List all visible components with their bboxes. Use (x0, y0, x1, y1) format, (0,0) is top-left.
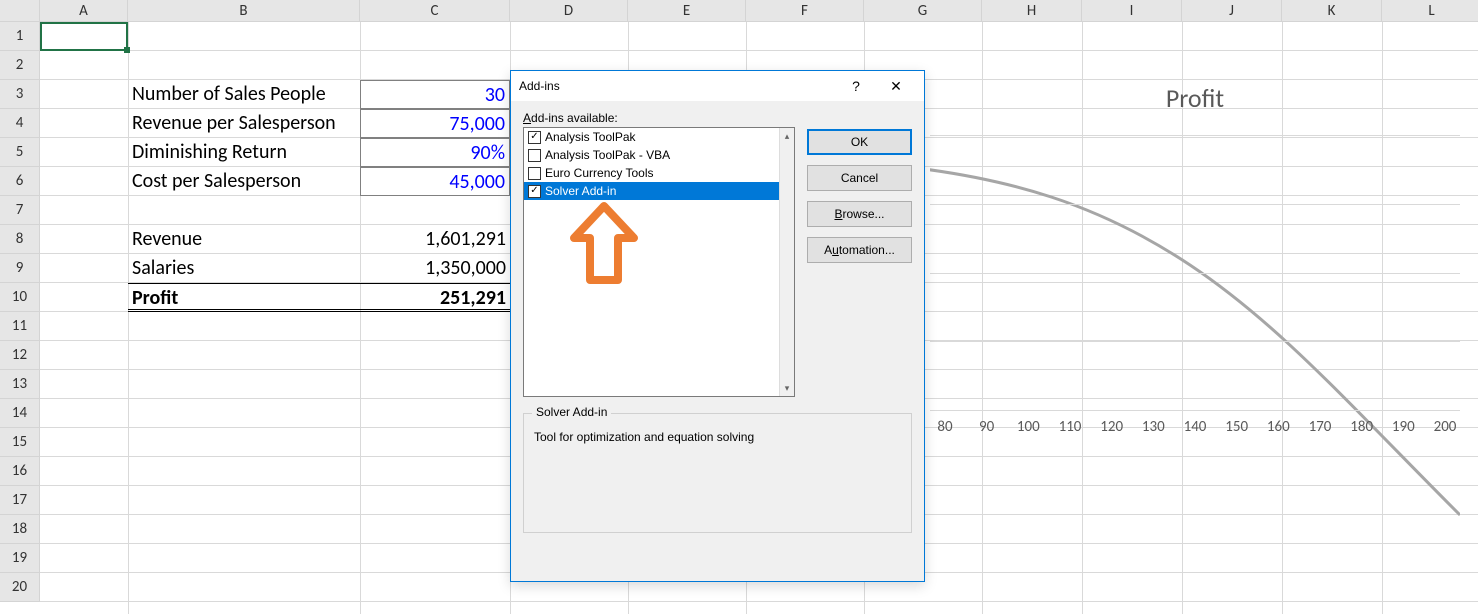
addins-dialog: Add-ins ? ✕ Add-ins available: Analysis … (510, 70, 925, 582)
chart-x-tick-190: 190 (1392, 418, 1415, 436)
row-header-8[interactable]: 8 (0, 225, 40, 254)
dialog-close-button[interactable]: ✕ (876, 71, 916, 101)
dialog-titlebar[interactable]: Add-ins ? ✕ (511, 71, 924, 101)
chart-x-tick-90: 90 (979, 418, 994, 436)
row-header-3[interactable]: 3 (0, 80, 40, 109)
addin-item-label: Solver Add-in (545, 184, 616, 198)
addin-description-title: Solver Add-in (532, 405, 611, 419)
row-header-17[interactable]: 17 (0, 486, 40, 515)
column-header-D[interactable]: D (510, 0, 628, 22)
addin-item-analysis-toolpak[interactable]: Analysis ToolPak (524, 128, 779, 146)
cell-value-dimin[interactable]: 90% (360, 138, 510, 167)
addin-item-label: Analysis ToolPak - VBA (545, 148, 670, 162)
profit-chart[interactable]: Profit 80 90 100 110 120 130 140 150 160 170 180 19… (930, 60, 1460, 480)
chart-title: Profit (930, 82, 1460, 114)
column-header-L[interactable]: L (1382, 0, 1478, 22)
chart-plot-area (930, 135, 1460, 410)
row-header-5[interactable]: 5 (0, 138, 40, 167)
column-header-K[interactable]: K (1282, 0, 1382, 22)
chart-x-tick-170: 170 (1309, 418, 1332, 436)
row-header-4[interactable]: 4 (0, 109, 40, 138)
column-header-I[interactable]: I (1082, 0, 1182, 22)
row-header-10[interactable]: 10 (0, 283, 40, 312)
chart-x-tick-140: 140 (1184, 418, 1207, 436)
chart-curve-path (930, 165, 1460, 515)
row-header-15[interactable]: 15 (0, 428, 40, 457)
addins-available-label: Add-ins available: (523, 111, 795, 125)
addin-checkbox[interactable] (528, 167, 541, 180)
column-header-C[interactable]: C (360, 0, 510, 22)
addin-item-analysis-toolpak-vba[interactable]: Analysis ToolPak - VBA (524, 146, 779, 164)
cell-value-cost-per[interactable]: 45,000 (360, 167, 510, 196)
chart-x-tick-130: 130 (1142, 418, 1165, 436)
cell-label-revenue[interactable]: Revenue (128, 225, 360, 254)
row-header-13[interactable]: 13 (0, 370, 40, 399)
row-header-18[interactable]: 18 (0, 515, 40, 544)
select-all-corner[interactable] (0, 0, 40, 22)
cell-value-salaries[interactable]: 1,350,000 (360, 254, 510, 283)
listbox-scrollbar[interactable]: ▴ ▾ (779, 128, 794, 396)
chart-x-tick-180: 180 (1350, 418, 1373, 436)
row-header-20[interactable]: 20 (0, 573, 40, 602)
cancel-button[interactable]: Cancel (807, 165, 912, 191)
row-header-6[interactable]: 6 (0, 167, 40, 196)
addin-item-label: Analysis ToolPak (545, 130, 636, 144)
row-header-9[interactable]: 9 (0, 254, 40, 283)
chart-x-tick-100: 100 (1017, 418, 1040, 436)
dialog-title: Add-ins (519, 79, 836, 93)
column-header-E[interactable]: E (628, 0, 746, 22)
scroll-down-icon[interactable]: ▾ (780, 380, 794, 396)
addin-description-group: Solver Add-in Tool for optimization and … (523, 413, 912, 533)
column-header-F[interactable]: F (746, 0, 864, 22)
dialog-help-button[interactable]: ? (836, 71, 876, 101)
addin-description-text: Tool for optimization and equation solvi… (534, 430, 901, 444)
cell-value-profit[interactable]: 251,291 (360, 283, 510, 312)
column-header-H[interactable]: H (982, 0, 1082, 22)
browse-button[interactable]: Browse... (807, 201, 912, 227)
cell-label-profit[interactable]: Profit (128, 283, 360, 312)
addin-checkbox[interactable] (528, 149, 541, 162)
column-header-B[interactable]: B (128, 0, 360, 22)
column-header-J[interactable]: J (1182, 0, 1282, 22)
ok-button[interactable]: OK (807, 129, 912, 155)
row-header-14[interactable]: 14 (0, 399, 40, 428)
automation-button[interactable]: Automation... (807, 237, 912, 263)
row-header-16[interactable]: 16 (0, 457, 40, 486)
addins-listbox[interactable]: Analysis ToolPak Analysis ToolPak - VBA Eu… (523, 127, 795, 397)
chart-x-tick-160: 160 (1267, 418, 1290, 436)
cell-label-cost-per[interactable]: Cost per Salesperson (128, 167, 360, 196)
chart-x-tick-120: 120 (1100, 418, 1123, 436)
row-header-7[interactable]: 7 (0, 196, 40, 225)
row-header-12[interactable]: 12 (0, 341, 40, 370)
addin-item-euro-currency-tools[interactable]: Euro Currency Tools (524, 164, 779, 182)
column-header-A[interactable]: A (40, 0, 128, 22)
addin-checkbox[interactable] (528, 185, 541, 198)
column-header-G[interactable]: G (864, 0, 982, 22)
chart-x-tick-150: 150 (1225, 418, 1248, 436)
chart-x-tick-200: 200 (1434, 418, 1457, 436)
chart-x-tick-80: 80 (937, 418, 952, 436)
row-header-1[interactable]: 1 (0, 22, 40, 51)
scroll-up-icon[interactable]: ▴ (780, 128, 794, 144)
addin-item-label: Euro Currency Tools (545, 166, 654, 180)
row-headers: 1234567891011121314151617181920 (0, 0, 40, 602)
addin-checkbox[interactable] (528, 131, 541, 144)
chart-x-tick-110: 110 (1059, 418, 1082, 436)
addins-listbox-items: Analysis ToolPak Analysis ToolPak - VBA Eu… (524, 128, 779, 396)
addin-item-solver-add-in[interactable]: Solver Add-in (524, 182, 779, 200)
cell-label-salaries[interactable]: Salaries (128, 254, 360, 283)
chart-line (930, 135, 1460, 535)
row-header-19[interactable]: 19 (0, 544, 40, 573)
cell-label-rev-per[interactable]: Revenue per Salesperson (128, 109, 360, 138)
row-header-2[interactable]: 2 (0, 51, 40, 80)
cell-value-rev-per[interactable]: 75,000 (360, 109, 510, 138)
cell-label-dimin[interactable]: Diminishing Return (128, 138, 360, 167)
cell-value-revenue[interactable]: 1,601,291 (360, 225, 510, 254)
cell-label-num-sales[interactable]: Number of Sales People (128, 80, 360, 109)
row-header-11[interactable]: 11 (0, 312, 40, 341)
cell-value-num-sales[interactable]: 30 (360, 80, 510, 109)
column-headers: ABCDEFGHIJKL (40, 0, 1478, 22)
